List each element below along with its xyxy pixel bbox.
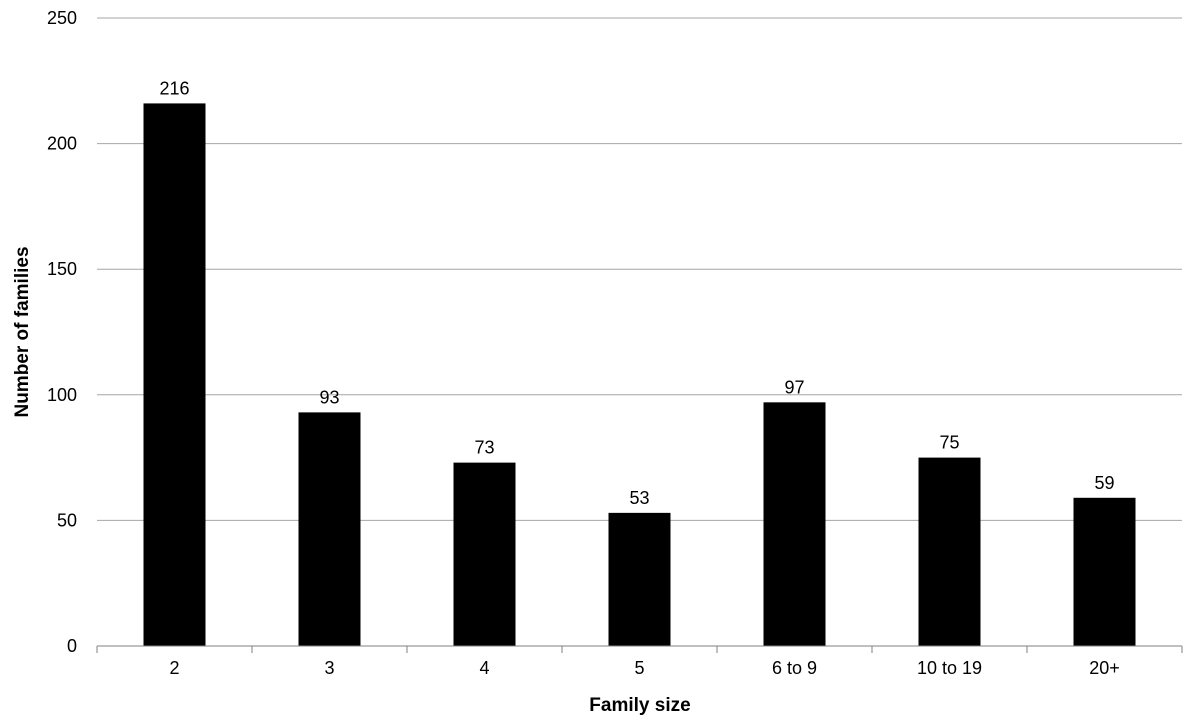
y-tick-label: 0: [67, 636, 77, 656]
x-axis: [97, 646, 1182, 653]
data-label: 75: [939, 433, 959, 453]
x-axis-ticks: 2 3 4 5 6 to 9 10 to 19 20+: [169, 658, 1119, 678]
data-label: 93: [319, 387, 339, 407]
y-tick-label: 100: [47, 385, 77, 405]
bar: [454, 463, 516, 646]
data-label: 216: [159, 78, 189, 98]
x-tick-label: 10 to 19: [917, 658, 982, 678]
x-tick-label: 6 to 9: [772, 658, 817, 678]
data-label: 53: [629, 488, 649, 508]
y-tick-label: 150: [47, 259, 77, 279]
x-tick-label: 3: [324, 658, 334, 678]
bar: [144, 103, 206, 646]
bar: [1074, 498, 1136, 646]
y-tick-label: 200: [47, 134, 77, 154]
x-tick-label: 20+: [1089, 658, 1120, 678]
x-tick-label: 5: [634, 658, 644, 678]
gridlines: [97, 18, 1182, 520]
bar: [609, 513, 671, 646]
bar: [299, 412, 361, 646]
bar: [919, 458, 981, 646]
data-label: 73: [474, 438, 494, 458]
y-tick-label: 50: [57, 510, 77, 530]
y-tick-label: 250: [47, 8, 77, 28]
y-axis-ticks: 0 50 100 150 200 250: [47, 8, 77, 656]
bars: [144, 103, 1136, 646]
x-tick-label: 4: [479, 658, 489, 678]
data-label: 97: [784, 377, 804, 397]
x-axis-title: Family size: [589, 695, 690, 716]
data-label: 59: [1094, 473, 1114, 493]
bar: [764, 402, 826, 646]
x-tick-label: 2: [169, 658, 179, 678]
y-axis-title: Number of families: [12, 246, 33, 417]
